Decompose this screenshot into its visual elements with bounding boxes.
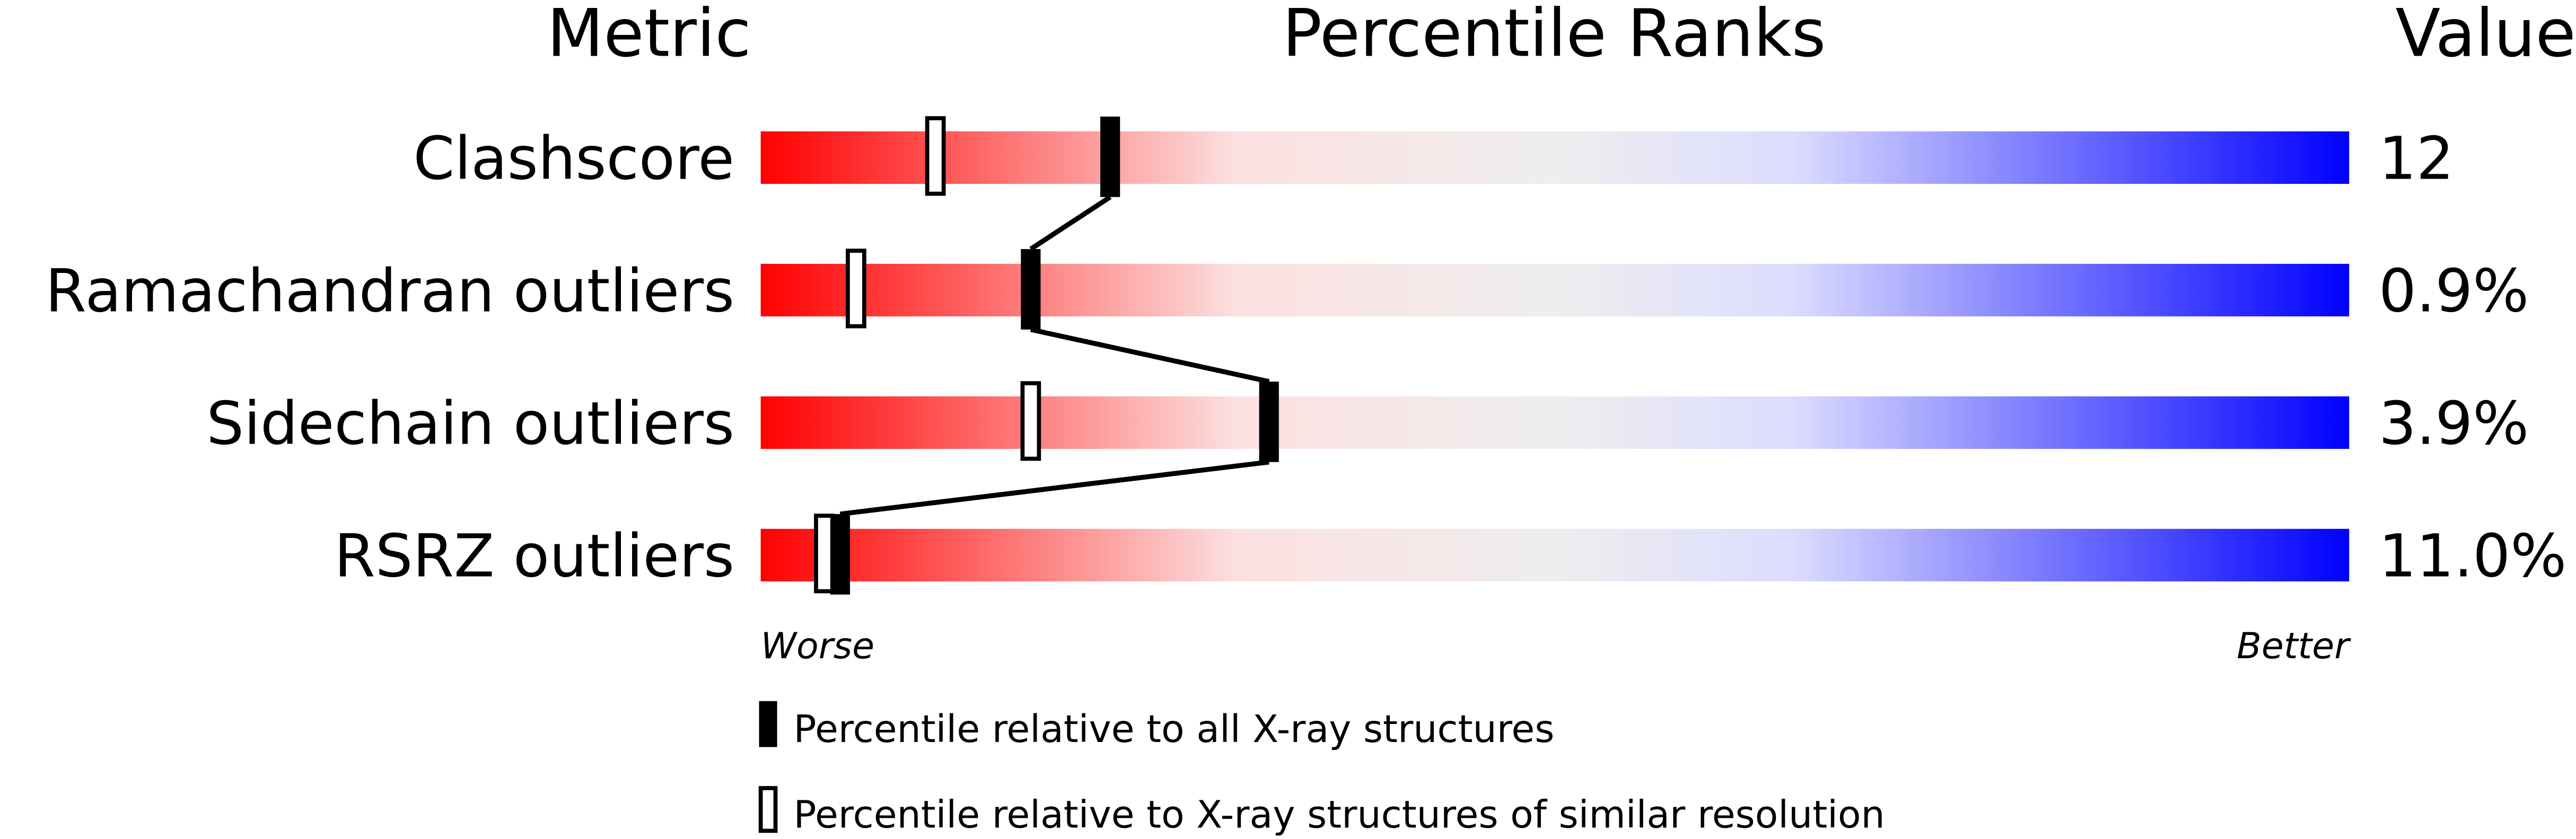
metric-value: 12 — [2379, 125, 2454, 193]
percentile-bar — [760, 263, 2350, 316]
metric-label: RSRZ outliers — [334, 522, 734, 591]
marker-all-structures — [1021, 249, 1041, 330]
marker-all-structures — [1100, 116, 1120, 197]
marker-all-structures — [830, 514, 850, 595]
axis-label-worse: Worse — [761, 625, 875, 667]
header-metric: Metric — [547, 0, 751, 72]
marker-similar-resolution — [845, 249, 866, 329]
connector-line — [1030, 327, 1270, 384]
metric-label: Ramachandran outliers — [45, 257, 734, 326]
metric-label: Clashscore — [413, 125, 734, 193]
legend-label-all: Percentile relative to all X-ray structu… — [794, 707, 1555, 751]
connector-line — [839, 460, 1269, 517]
metric-value: 0.9% — [2379, 257, 2529, 326]
legend-open-marker — [758, 786, 778, 833]
metric-value: 11.0% — [2379, 522, 2566, 591]
connector-line — [1029, 195, 1112, 251]
percentile-bar — [760, 396, 2350, 449]
header-percentile-ranks: Percentile Ranks — [1282, 0, 1826, 72]
percentile-bar — [760, 528, 2350, 581]
marker-all-structures — [1259, 381, 1279, 462]
marker-similar-resolution — [925, 116, 946, 196]
metric-value: 3.9% — [2379, 390, 2529, 458]
legend-label-similar: Percentile relative to X-ray structures … — [794, 792, 1885, 836]
marker-similar-resolution — [814, 514, 835, 594]
metric-label: Sidechain outliers — [206, 390, 734, 458]
marker-similar-resolution — [1020, 381, 1041, 461]
header-value: Value — [2395, 0, 2575, 72]
legend-filled-marker — [759, 701, 777, 747]
axis-label-better: Better — [2237, 625, 2351, 667]
percentile-bar — [760, 131, 2350, 184]
